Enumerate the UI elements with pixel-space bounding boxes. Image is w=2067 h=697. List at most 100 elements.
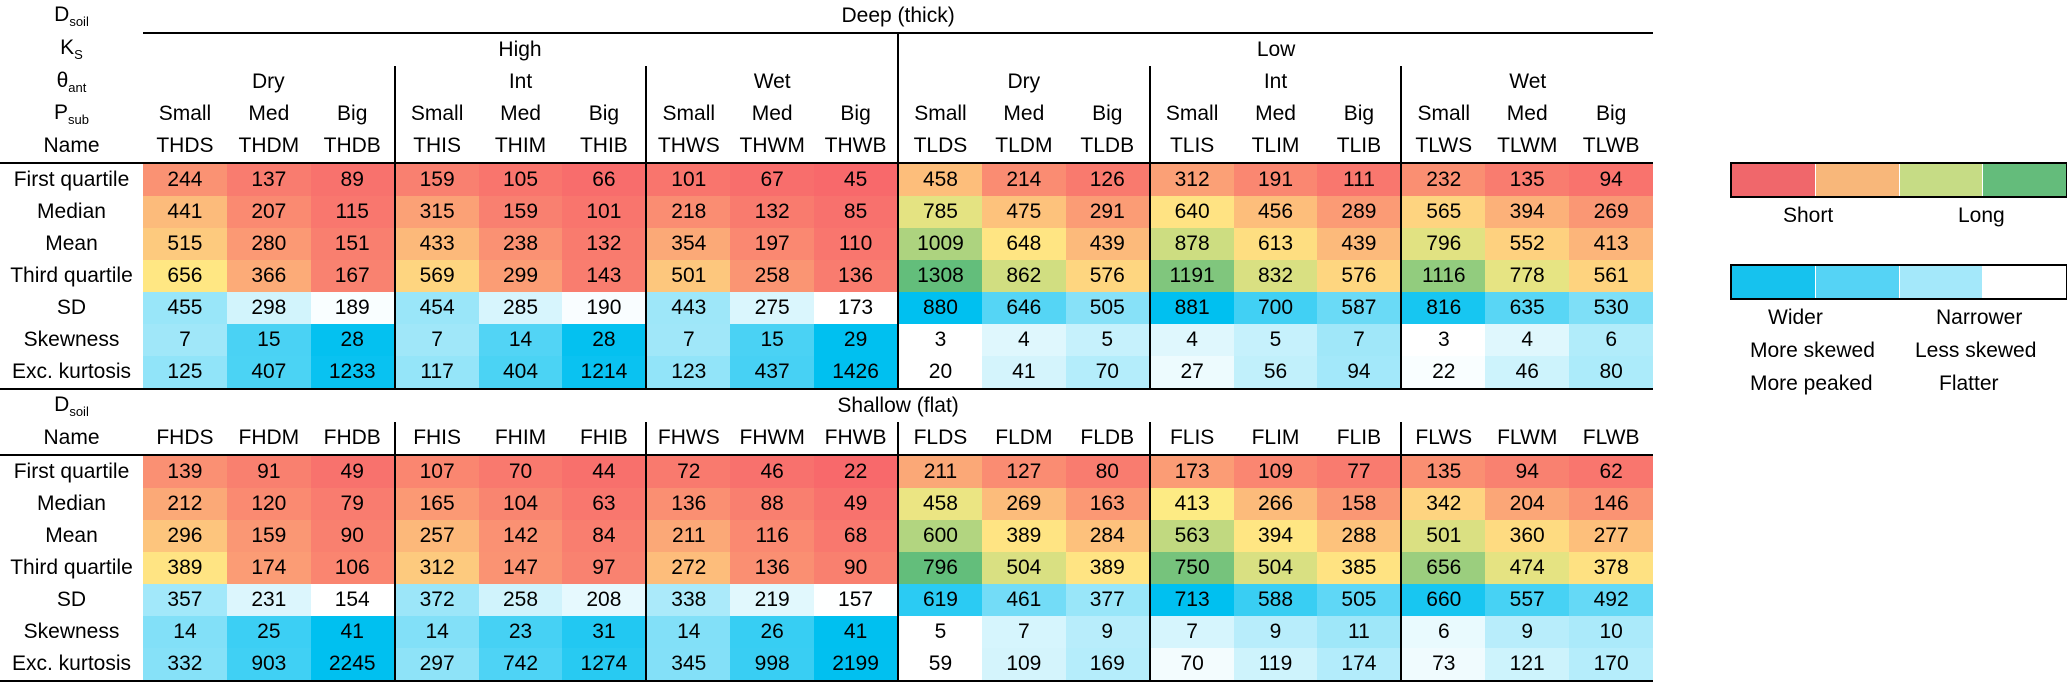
cool-swatch <box>1814 266 1899 298</box>
data-cell: 94 <box>1485 455 1570 488</box>
data-cell: 104 <box>478 488 563 520</box>
data-cell: 385 <box>1317 552 1402 584</box>
data-cell: 135 <box>1400 455 1486 488</box>
data-cell: 285 <box>478 292 563 324</box>
data-cell: 475 <box>981 196 1066 228</box>
ks-label: KS <box>0 33 143 66</box>
header-row-dsoil-shallow: Dsoil Shallow (flat) <box>0 389 1653 422</box>
scenario-name: TLIS <box>1148 130 1234 164</box>
data-cell: 9 <box>1065 616 1150 648</box>
data-cell: 862 <box>981 260 1066 292</box>
data-cell: 5 <box>1065 324 1150 356</box>
scenario-name: FHDS <box>143 422 227 456</box>
data-cell: 456 <box>1233 196 1318 228</box>
scenario-name: TLWM <box>1485 130 1570 164</box>
data-cell: 11 <box>1317 616 1402 648</box>
data-cell: 151 <box>310 228 395 260</box>
data-cell: 394 <box>1485 196 1570 228</box>
psub-cell: Big <box>588 102 620 125</box>
cool-color-scale <box>1730 264 2067 300</box>
data-cell: 557 <box>1485 584 1570 616</box>
data-cell: 45 <box>814 163 899 196</box>
data-cell: 530 <box>1569 292 1654 324</box>
row-label: First quartile <box>13 460 130 483</box>
data-cell: 132 <box>562 228 647 260</box>
data-cell: 563 <box>1148 520 1234 552</box>
data-cell: 174 <box>1317 648 1402 682</box>
data-cell: 1009 <box>897 228 982 260</box>
data-cell: 458 <box>897 488 982 520</box>
data-cell: 9 <box>1485 616 1570 648</box>
psub-cell: Small <box>1148 98 1234 130</box>
scenario-name: TLWS <box>1400 130 1486 164</box>
data-cell: 1191 <box>1148 260 1234 292</box>
data-cell: 79 <box>310 488 395 520</box>
data-cell: 6 <box>1569 324 1654 356</box>
data-cell: 454 <box>393 292 479 324</box>
data-cell: 41 <box>814 616 899 648</box>
scenario-name: THIB <box>562 130 647 164</box>
data-cell: 461 <box>981 584 1066 616</box>
data-cell: 269 <box>1569 196 1654 228</box>
data-cell: 109 <box>981 648 1066 682</box>
legend-wider-label: Wider <box>1768 306 1823 329</box>
data-cell: 211 <box>897 455 982 488</box>
data-cell: 25 <box>226 616 311 648</box>
data-cell: 139 <box>143 455 227 488</box>
scenario-name: FHWM <box>730 422 815 456</box>
dsoil-label-subscript: soil <box>69 14 89 30</box>
data-cell: 441 <box>143 196 227 228</box>
data-cell: 5 <box>1233 324 1318 356</box>
warm-swatch <box>1814 164 1899 196</box>
data-cell: 903 <box>226 648 311 682</box>
data-cell: 266 <box>1233 488 1318 520</box>
data-cell: 174 <box>226 552 311 584</box>
data-cell: 360 <box>1485 520 1570 552</box>
data-cell: 299 <box>478 260 563 292</box>
data-cell: 101 <box>562 196 647 228</box>
data-cell: 66 <box>562 163 647 196</box>
data-cell: 613 <box>1233 228 1318 260</box>
data-cell: 214 <box>981 163 1066 196</box>
data-cell: 63 <box>562 488 647 520</box>
data-cell: 312 <box>393 552 479 584</box>
data-cell: 173 <box>1148 455 1234 488</box>
scenario-name: FLDM <box>981 422 1066 456</box>
scenario-name: TLDB <box>1065 130 1150 164</box>
data-cell: 126 <box>1065 163 1150 196</box>
data-cell: 298 <box>226 292 311 324</box>
row-label: First quartile <box>13 168 130 191</box>
data-cell: 1426 <box>814 356 899 390</box>
data-cell: 289 <box>1317 196 1402 228</box>
data-cell: 7 <box>393 324 479 356</box>
data-cell: 91 <box>226 455 311 488</box>
row-label: Exc. kurtosis <box>0 648 143 682</box>
psub-cell: Med <box>751 102 793 125</box>
data-cell: 272 <box>645 552 731 584</box>
dsoil-label-text: D <box>54 3 70 27</box>
data-cell: 998 <box>730 648 815 682</box>
data-cell: 70 <box>1148 648 1234 682</box>
data-cell: 640 <box>1148 196 1234 228</box>
scenario-name: FHIB <box>562 422 647 456</box>
data-cell: 165 <box>393 488 479 520</box>
data-cell: 742 <box>478 648 563 682</box>
data-cell: 163 <box>1065 488 1150 520</box>
psub-cell: Big <box>840 102 871 125</box>
data-cell: 110 <box>814 228 899 260</box>
psub-cell: Med <box>1506 102 1548 125</box>
data-cell: 576 <box>1065 260 1150 292</box>
data-cell: 552 <box>1485 228 1570 260</box>
data-cell: 258 <box>730 260 815 292</box>
table-row: Median 212 120 79 165 104 63 136 88 49 458 269 163 41… <box>0 488 1654 520</box>
data-cell: 127 <box>981 455 1066 488</box>
data-cell: 4 <box>981 324 1066 356</box>
theta-group: Wet <box>1400 66 1654 98</box>
dsoil-label-shallow: Dsoil <box>0 389 143 422</box>
name-label: Name <box>0 130 143 164</box>
scenario-name: TLDS <box>897 130 982 164</box>
data-cell: 660 <box>1400 584 1486 616</box>
data-cell: 154 <box>310 584 395 616</box>
data-cell: 7 <box>1317 324 1402 356</box>
data-cell: 80 <box>1569 356 1654 390</box>
